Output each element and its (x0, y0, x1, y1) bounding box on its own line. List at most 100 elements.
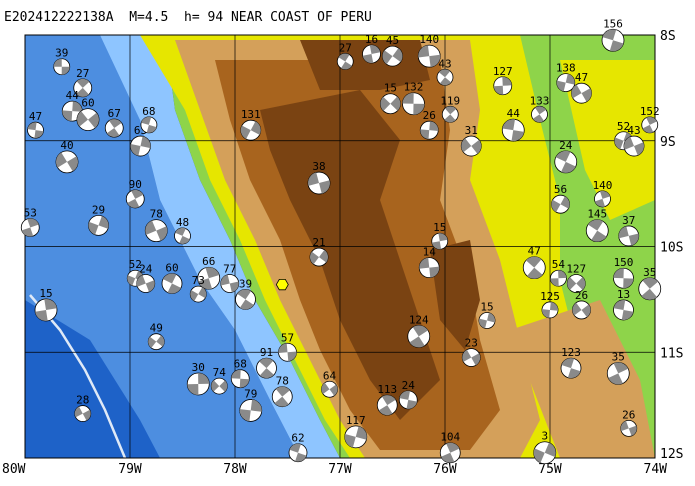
depth-label: 15 (384, 82, 397, 95)
depth-label: 26 (575, 289, 588, 302)
depth-label: 90 (129, 178, 142, 191)
depth-label: 47 (29, 110, 42, 123)
focal-mechanism: 78 (144, 208, 168, 243)
compressional-quadrant (295, 452, 307, 462)
compressional-quadrant (148, 336, 157, 348)
depth-label: 24 (402, 379, 416, 392)
compressional-quadrant (362, 54, 374, 64)
compressional-quadrant (106, 128, 120, 138)
depth-label: 29 (92, 203, 105, 216)
compressional-quadrant (628, 425, 637, 436)
compressional-quadrant (493, 85, 504, 95)
depth-label: 131 (241, 108, 261, 121)
focal-mechanism: 79 (239, 387, 263, 422)
compressional-quadrant (163, 273, 177, 284)
compressional-quadrant (614, 137, 624, 150)
compressional-quadrant (535, 106, 547, 115)
compressional-quadrant (67, 156, 78, 172)
compressional-quadrant (211, 380, 220, 392)
focal-mechanism: 45 (382, 34, 403, 67)
focal-mechanism: 74 (210, 366, 228, 395)
compressional-quadrant (156, 335, 165, 347)
compressional-quadrant (109, 119, 122, 129)
compressional-quadrant (205, 267, 220, 279)
focal-mechanism: 47 (522, 245, 546, 280)
compressional-quadrant (141, 116, 152, 125)
compressional-quadrant (175, 227, 186, 236)
compressional-quadrant (21, 227, 34, 237)
focal-mechanism: 40 (55, 139, 79, 174)
focal-mechanism: 138 (556, 62, 576, 92)
compressional-quadrant (198, 372, 210, 384)
compressional-quadrant (250, 121, 261, 135)
compressional-quadrant (402, 92, 414, 104)
compressional-quadrant (34, 130, 44, 139)
lon-label: 74W (644, 462, 668, 477)
compressional-quadrant (439, 77, 452, 86)
compressional-quadrant (229, 281, 239, 293)
compressional-quadrant (471, 353, 481, 366)
depth-label: 56 (554, 183, 567, 196)
compressional-quadrant (550, 278, 559, 287)
compressional-quadrant (429, 54, 441, 68)
depth-label: 15 (39, 287, 52, 300)
compressional-quadrant (419, 257, 430, 269)
compressional-quadrant (441, 452, 455, 463)
compressional-quadrant (438, 233, 448, 242)
depth-label: 133 (530, 94, 550, 107)
compressional-quadrant (541, 309, 550, 318)
focal-mechanism: 44 (501, 107, 525, 142)
compressional-quadrant (44, 298, 57, 310)
compressional-quadrant (259, 368, 274, 379)
focal-mechanism: 127 (566, 263, 586, 293)
compressional-quadrant (600, 190, 611, 199)
depth-label: 77 (223, 263, 236, 276)
depth-label: 40 (60, 139, 73, 152)
compressional-quadrant (623, 136, 634, 150)
depth-label: 53 (24, 206, 37, 219)
compressional-quadrant (278, 343, 288, 353)
focal-mechanism: 48 (174, 216, 191, 245)
focal-mechanism: 26 (419, 109, 439, 140)
compressional-quadrant (413, 103, 425, 115)
depth-label: 104 (440, 431, 460, 444)
compressional-quadrant (369, 45, 381, 55)
depth-label: 35 (643, 266, 656, 279)
focal-mechanism: 117 (344, 414, 368, 449)
focal-mechanism: 68 (140, 105, 158, 134)
focal-mechanism: 15 (379, 82, 401, 115)
compressional-quadrant (581, 304, 591, 318)
focal-mechanism: 31 (460, 124, 482, 157)
focal-mechanism: 64 (321, 369, 338, 398)
compressional-quadrant (231, 369, 241, 379)
focal-mechanism: 60 (161, 262, 183, 294)
focal-mechanism: 28 (74, 394, 92, 422)
compressional-quadrant (560, 196, 570, 209)
compressional-quadrant (287, 351, 297, 362)
compressional-quadrant (53, 58, 62, 67)
depth-label: 24 (559, 139, 573, 152)
compressional-quadrant (239, 378, 250, 388)
focal-mechanism: 90 (125, 178, 145, 209)
focal-mechanism: 73 (189, 274, 207, 303)
compressional-quadrant (274, 396, 289, 407)
compressional-quadrant (127, 198, 140, 208)
focal-mechanism: 56 (551, 183, 570, 214)
depth-label: 43 (627, 124, 640, 137)
compressional-quadrant (621, 309, 634, 320)
compressional-quadrant (565, 73, 575, 85)
focal-mechanism: 16 (362, 33, 381, 64)
focal-mechanism: 37 (618, 214, 640, 247)
compressional-quadrant (429, 121, 439, 131)
depth-label: 52 (129, 258, 142, 271)
compressional-quadrant (561, 161, 576, 173)
compressional-quadrant (576, 277, 586, 290)
compressional-quadrant (438, 69, 451, 78)
lat-label: 8S (660, 29, 676, 44)
focal-mechanism: 133 (530, 94, 550, 123)
compressional-quadrant (613, 362, 629, 374)
compressional-quadrant (588, 219, 604, 231)
focal-mechanism: 145 (585, 208, 609, 243)
